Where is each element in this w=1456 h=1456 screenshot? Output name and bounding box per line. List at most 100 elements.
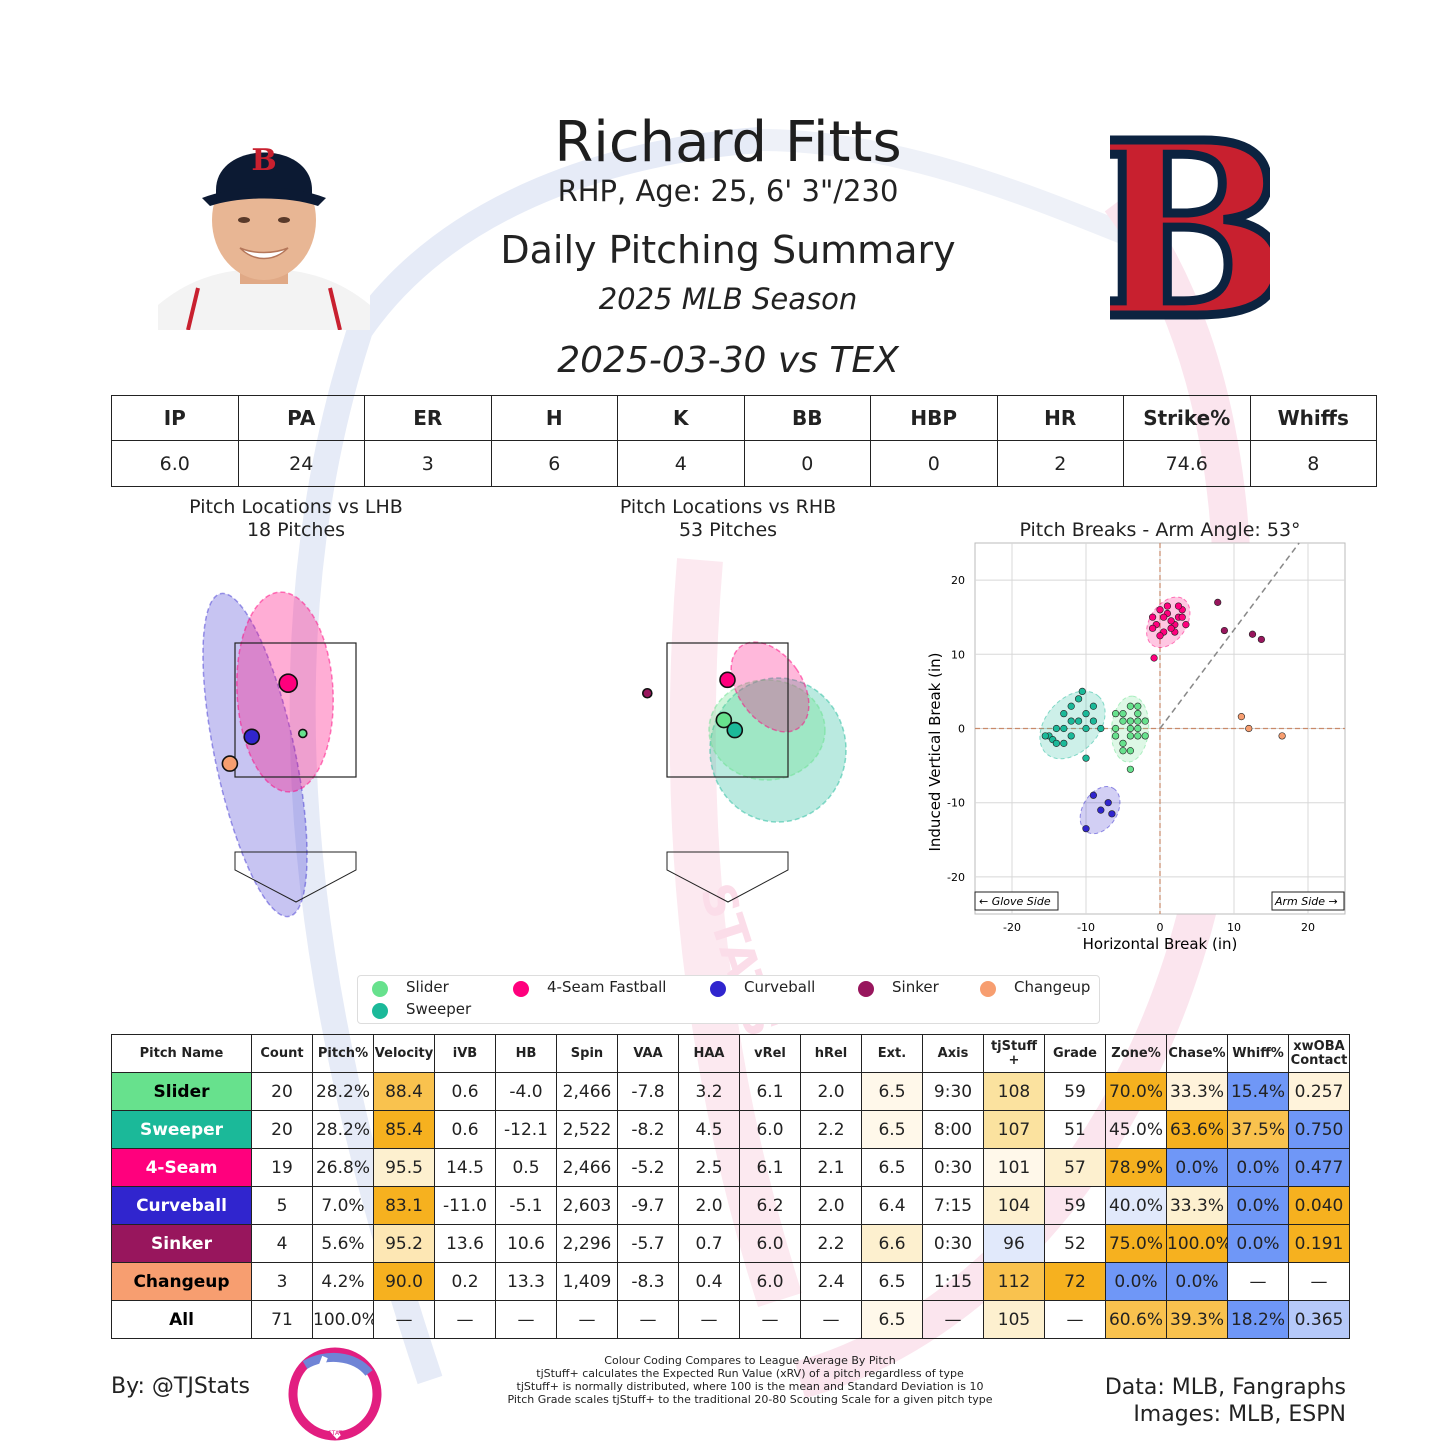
stat-header: IP	[111, 395, 239, 441]
changeup-break-point	[1237, 713, 1246, 721]
pitch-metric-cell: 20	[251, 1110, 313, 1149]
y-tick-label: 10	[951, 648, 965, 661]
stat-value: 3	[364, 440, 492, 487]
rhb-count: 53 Pitches	[678, 519, 778, 541]
pitch-metric-cell: 6.0	[739, 1110, 801, 1149]
tjstats-logo: STATS	[288, 1347, 382, 1441]
pitch-name-cell: Sweeper	[111, 1110, 252, 1149]
pitch-metric-cell: —	[1227, 1262, 1289, 1301]
pitch-metric-cell: 0.0%	[1227, 1224, 1289, 1263]
pitch-metric-cell: 6.0	[739, 1262, 801, 1301]
4-seam-fastball-break-point	[1160, 613, 1168, 621]
pitch-metric-cell: 5.6%	[312, 1224, 374, 1263]
4-seam-fastball-break-point	[1163, 602, 1171, 610]
pitch-metric-cell: —	[617, 1300, 679, 1339]
pitch-table-header: Axis	[922, 1034, 984, 1073]
arm-side-box	[1271, 891, 1345, 911]
pitch-metric-cell: 6.0	[739, 1224, 801, 1263]
4-seam-fastball-break-point	[1149, 613, 1157, 621]
lhb-title: Pitch Locations vs LHB	[189, 496, 403, 518]
pitch-metric-cell: 2.2	[800, 1110, 862, 1149]
pitch-metric-cell: 2,466	[556, 1072, 618, 1111]
pitch-metric-cell: 9:30	[922, 1072, 984, 1111]
pitch-metric-cell: 7.0%	[312, 1186, 374, 1225]
pitch-metric-cell: -4.0	[495, 1072, 557, 1111]
pitch-table-header: vRel	[739, 1034, 801, 1073]
pitch-metric-cell: 0.6	[434, 1072, 496, 1111]
pitch-table-header: Whiff%	[1227, 1034, 1289, 1073]
slider-break-point	[1119, 747, 1127, 755]
pitch-name-cell: All	[111, 1300, 252, 1339]
sweeper-break-point	[1067, 732, 1075, 740]
arm-side-label: Arm Side →	[1274, 895, 1338, 908]
pitch-table-header: HB	[495, 1034, 557, 1073]
pitch-metric-cell: 2,522	[556, 1110, 618, 1149]
pitch-metric-cell: 95.2	[373, 1224, 435, 1263]
pitch-metric-cell: —	[373, 1300, 435, 1339]
pitch-metric-cell: 40.0%	[1105, 1186, 1167, 1225]
sweeper-break-point	[1060, 710, 1068, 718]
sweeper-break-point	[1082, 754, 1090, 762]
pitch-row: Sweeper 20 28.2% 85.4 0.6 -12.1 2,522 -8.2 4.5 6.…	[111, 1110, 1350, 1149]
stat-header: HBP	[870, 395, 998, 441]
pitch-metric-cell: 0.750	[1288, 1110, 1350, 1149]
x-tick-label: -10	[1077, 921, 1095, 934]
slider-break-point	[1126, 724, 1134, 733]
legend-dot	[980, 981, 996, 997]
pitch-name-cell: Sinker	[111, 1224, 252, 1263]
4-seam-fastball-break-point	[1149, 624, 1157, 632]
sweeper-break-point	[1067, 702, 1075, 710]
pitch-metric-cell: 112	[983, 1262, 1045, 1301]
pitch-metric-cell: 3.2	[678, 1072, 740, 1111]
stat-value: 74.6	[1123, 440, 1251, 487]
pitch-legend: Slider 4-Seam Fastball Curveball Sinker …	[357, 975, 1100, 1024]
changeup-break-point	[1278, 732, 1286, 740]
stat-header: BB	[743, 395, 871, 441]
slider-break-point	[1134, 732, 1142, 740]
pitch-metric-cell: -8.2	[617, 1110, 679, 1149]
pitch-metric-cell: —	[1044, 1300, 1106, 1339]
y-tick-label: 0	[958, 723, 965, 736]
pitch-metric-cell: 59	[1044, 1186, 1106, 1225]
pitch-table-header: Pitch%	[312, 1034, 374, 1073]
author-credit: By: @TJStats	[111, 1374, 251, 1399]
pitch-metric-cell: 6.1	[739, 1148, 801, 1187]
season-label: 2025 MLB Season	[598, 282, 858, 316]
slider-break-point	[1126, 717, 1134, 725]
sweeper-break-point	[1075, 695, 1083, 703]
stat-value: 0	[743, 440, 871, 487]
slider-break-point	[1134, 724, 1142, 733]
pitch-metric-cell: —	[800, 1300, 862, 1339]
pitch-metric-cell: 1,409	[556, 1262, 618, 1301]
x-tick-label: 10	[1227, 921, 1241, 934]
pitch-metric-cell: 33.3%	[1166, 1186, 1228, 1225]
pitch-name-cell: Changeup	[111, 1262, 252, 1301]
slider-break-point	[1126, 732, 1134, 740]
legend-item-curveball: Curveball	[710, 978, 815, 997]
4-seam-fastball-break-point	[1150, 654, 1158, 662]
pitch-table-header: hRel	[800, 1034, 862, 1073]
pitch-metric-cell: 100.0%	[1166, 1224, 1228, 1263]
logo-text: STATS	[328, 1430, 346, 1437]
sweeper-break-point	[1089, 717, 1097, 725]
pitch-metric-cell: 0:30	[922, 1148, 984, 1187]
pitch-metric-cell: 4	[251, 1224, 313, 1263]
pitch-metric-cell: -5.1	[495, 1186, 557, 1225]
pitch-metric-cell: 6.5	[861, 1262, 923, 1301]
stat-value: 0	[870, 440, 998, 487]
pitch-metric-cell: 0.4	[678, 1262, 740, 1301]
pitch-metric-cell: 0.365	[1288, 1300, 1350, 1339]
pitch-row: Curveball 5 7.0% 83.1 -11.0 -5.1 2,603 -9.7 2.0 6…	[111, 1186, 1350, 1225]
stat-header: H	[490, 395, 618, 441]
pitch-metric-cell: —	[678, 1300, 740, 1339]
pitch-metric-cell: -7.8	[617, 1072, 679, 1111]
pitch-metric-cell: 88.4	[373, 1072, 435, 1111]
pitch-metric-cell: 83.1	[373, 1186, 435, 1225]
pitch-metric-cell: 5	[251, 1186, 313, 1225]
pitch-metric-cell: 6.1	[739, 1072, 801, 1111]
pitch-metric-cell: 51	[1044, 1110, 1106, 1149]
pitch-table-header: xwOBA Contact	[1288, 1034, 1350, 1073]
pitch-metric-cell: 0.2	[434, 1262, 496, 1301]
break-panel-title: Pitch Breaks - Arm Angle: 53°	[1019, 519, 1301, 541]
changeup-break-point	[1245, 724, 1253, 733]
